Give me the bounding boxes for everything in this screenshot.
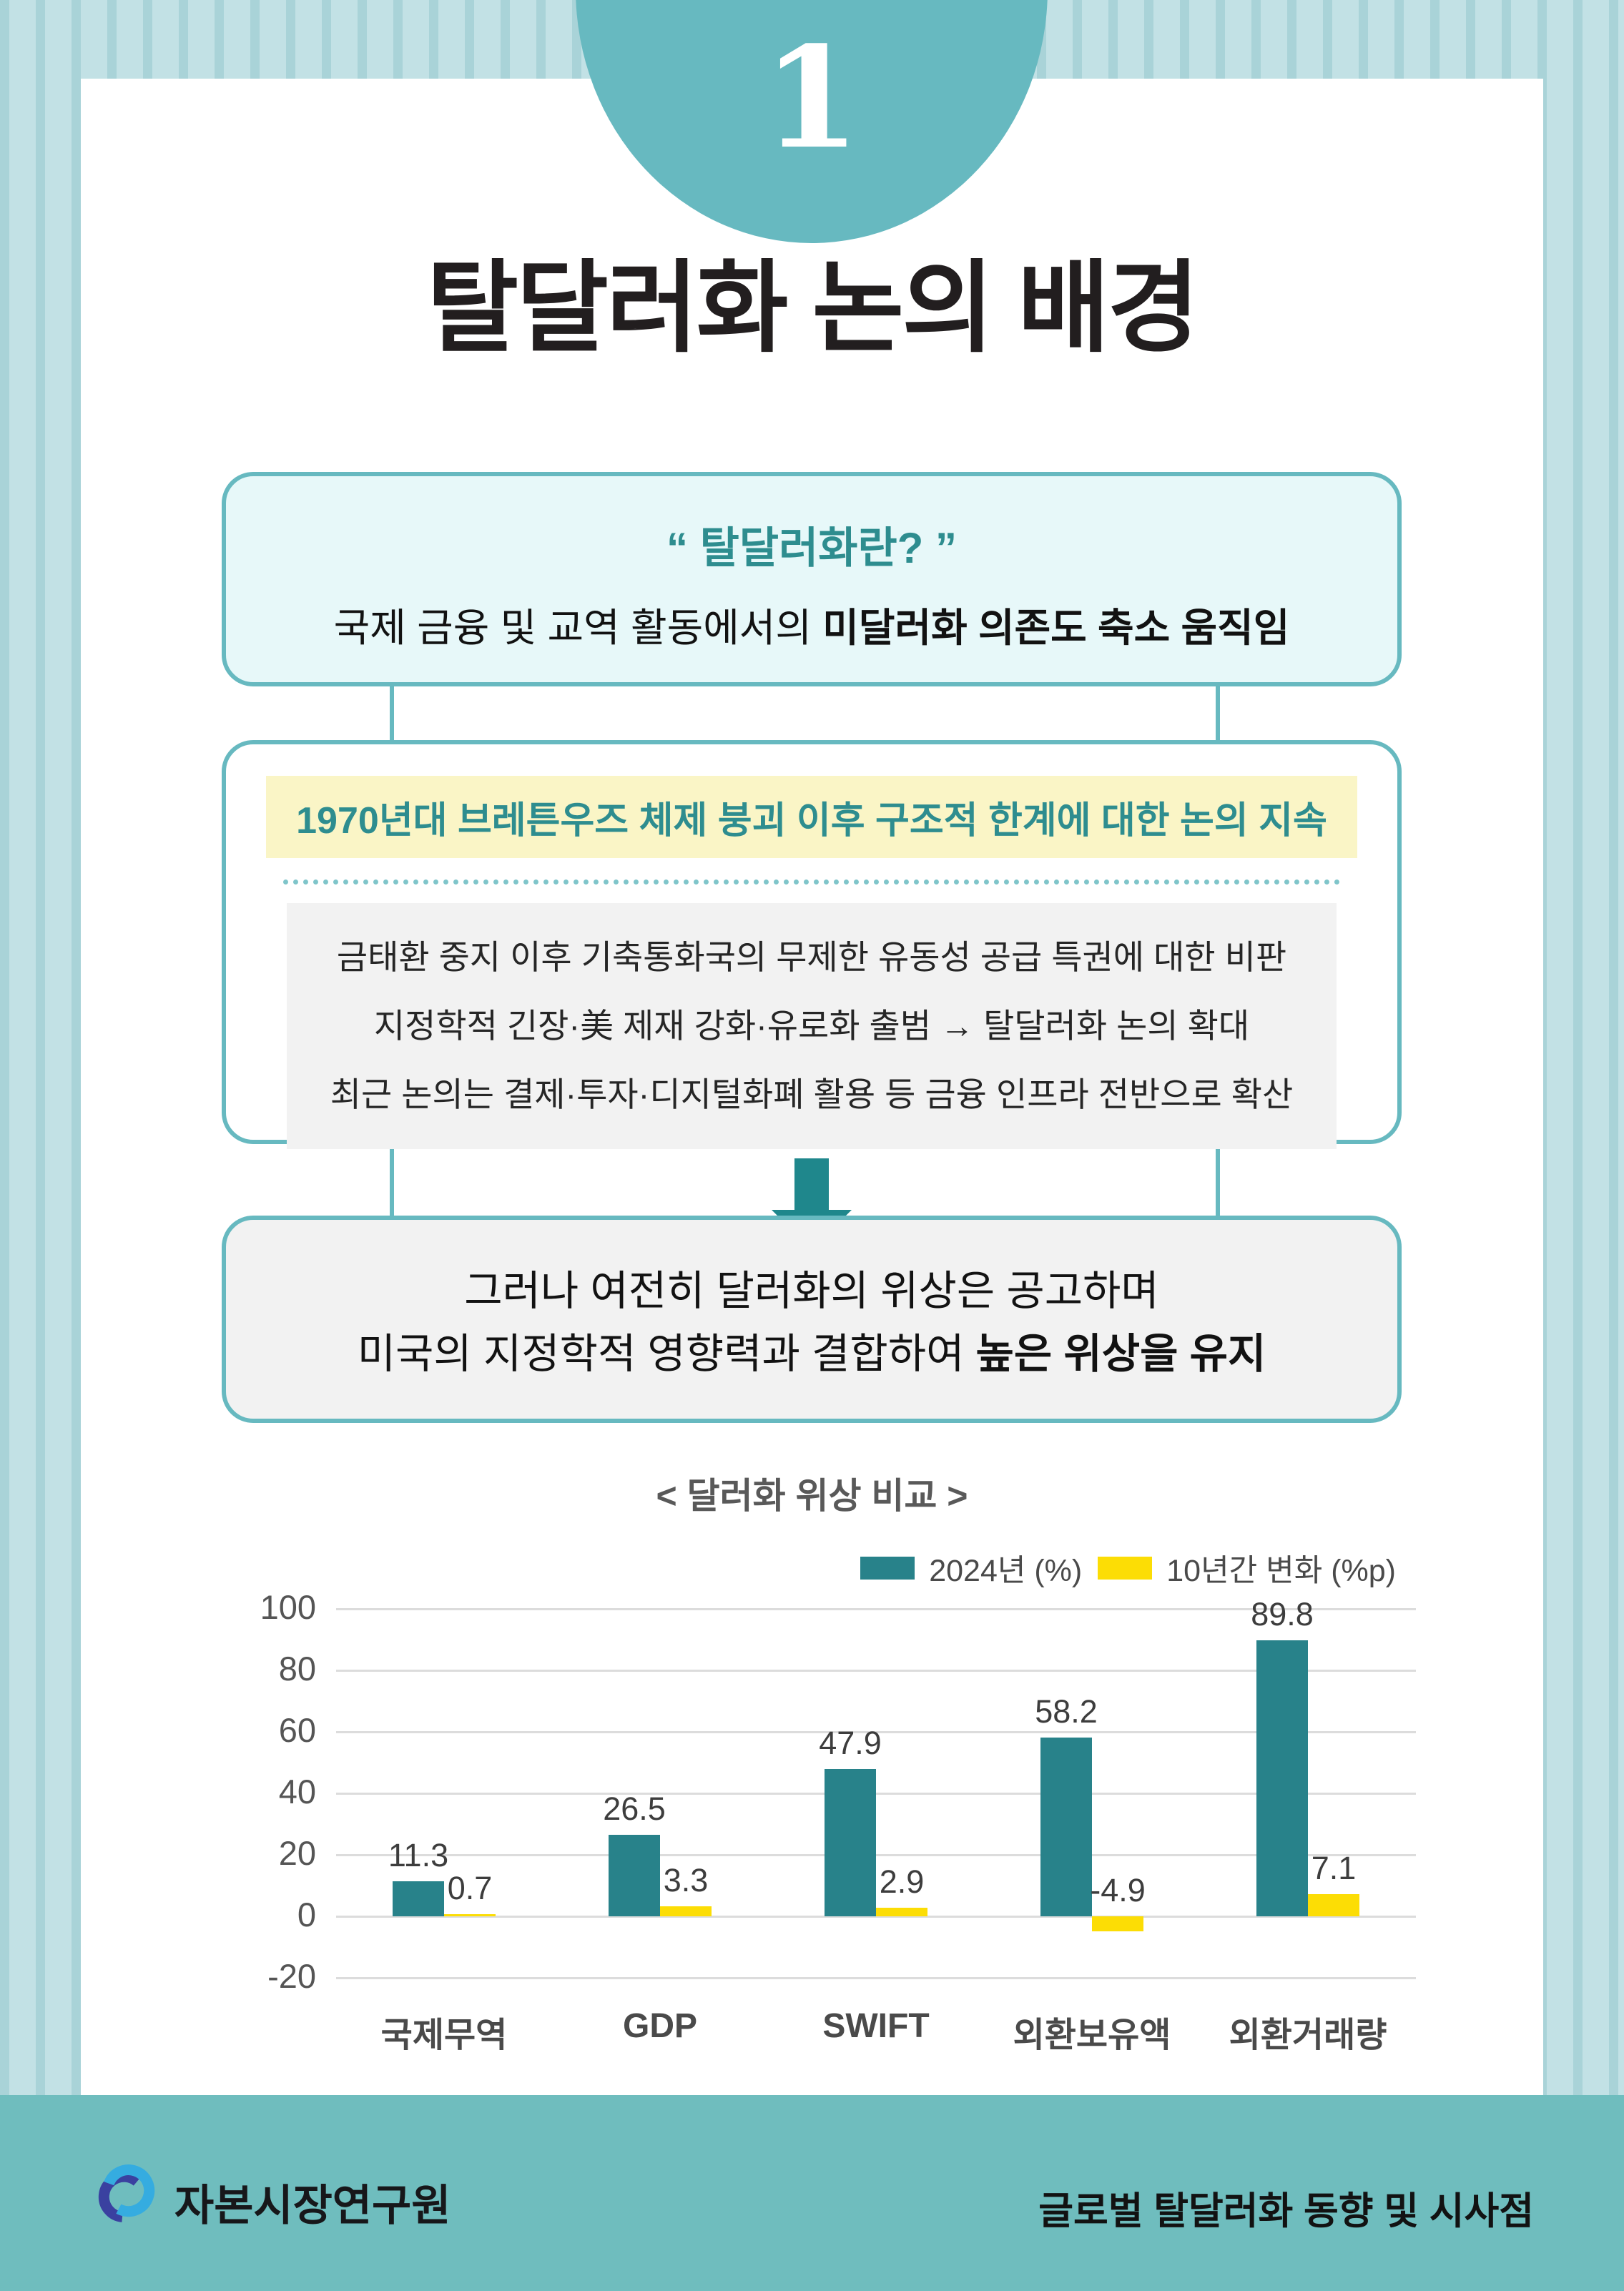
bar-10yr-change (1308, 1894, 1359, 1916)
definition-text: 국제 금융 및 교역 활동에서의 미달러화 의존도 축소 움직임 (226, 596, 1397, 653)
down-arrow-stem (794, 1158, 829, 1211)
category-label: 외환거래량 (1229, 2016, 1387, 2054)
bar-2024 (1040, 1737, 1092, 1916)
bar-2024 (609, 1835, 660, 1916)
chart-legend: 2024년 (%) 10년간 변화 (%p) (860, 1546, 1396, 1590)
footer: 자본시장연구원 글로벌 탈달러화 동향 및 시사점 (0, 2095, 1624, 2291)
bar-value-label: 0.7 (447, 1869, 493, 1906)
legend-label-change: 10년간 변화 (%p) (1166, 1554, 1396, 1588)
history-point-2: 지정학적 긴장·美 제재 강화·유로화 출범 → 탈달러화 논의 확대 (373, 1007, 1250, 1045)
dotted-divider (283, 880, 1340, 885)
chart-title: < 달러화 위상 비교 > (656, 1476, 968, 1516)
bar-2024 (393, 1881, 444, 1916)
y-axis-tick-label: -20 (267, 1957, 316, 1995)
history-point-1: 금태환 중지 이후 기축통화국의 무제한 유동성 공급 특권에 대한 비판 (336, 938, 1287, 976)
bar-2024 (825, 1769, 876, 1916)
org-logo-icon (98, 2164, 155, 2223)
chart: 2024년 (%) 10년간 변화 (%p) 11.3 0.7 26.5 3.3 47.… (236, 1554, 1416, 2066)
history-box: 1970년대 브레튼우즈 체제 붕괴 이후 구조적 한계에 대한 논의 지속 금… (222, 740, 1402, 1149)
conclusion-line-1: 그러나 여전히 달러화의 위상은 공고하며 (464, 1268, 1159, 1314)
legend-swatch-yellow-icon (1098, 1557, 1153, 1580)
conclusion-line-2-bold: 높은 위상을 유지 (975, 1331, 1266, 1377)
category-label: SWIFT (822, 2007, 930, 2045)
y-axis-tick-label: 0 (297, 1896, 316, 1933)
conclusion-line-2-prefix: 미국의 지정학적 영향력과 결합하여 (357, 1331, 976, 1377)
bar-value-label: -4.9 (1090, 1872, 1146, 1908)
legend-swatch-teal-icon (860, 1557, 915, 1580)
gridline (336, 1670, 1416, 1672)
bar-2024 (1256, 1640, 1308, 1916)
y-axis-tick-label: 100 (260, 1588, 316, 1626)
legend-item-2024: 2024년 (%) (860, 1546, 1082, 1590)
category-label: 국제무역 (380, 2016, 508, 2054)
legend-item-change: 10년간 변화 (%p) (1098, 1546, 1396, 1590)
chart-plot: 11.3 0.7 26.5 3.3 47.9 2.9 58.2 -4.9 89.8 7.1 (336, 1596, 1416, 1979)
bar-10yr-change (876, 1907, 927, 1916)
bar-value-label: 11.3 (388, 1837, 449, 1874)
history-heading-highlight: 1970년대 브레튼우즈 체제 붕괴 이후 구조적 한계에 대한 논의 지속 (266, 776, 1357, 858)
definition-text-bold: 미달러화 의존도 축소 움직임 (822, 606, 1290, 650)
definition-text-prefix: 국제 금융 및 교역 활동에서의 (333, 606, 823, 650)
gridline (336, 1731, 1416, 1733)
bar-value-label: 2.9 (879, 1863, 925, 1900)
history-panel: 금태환 중지 이후 기축통화국의 무제한 유동성 공급 특권에 대한 비판 지정… (287, 903, 1337, 1149)
bar-value-label: 58.2 (1035, 1693, 1098, 1730)
bar-10yr-change (660, 1906, 712, 1916)
gridline (336, 1608, 1416, 1610)
section-number-text: 1 (763, 16, 860, 179)
bar-value-label: 26.5 (603, 1790, 666, 1828)
bar-10yr-change (1092, 1916, 1143, 1932)
page-title: 탈달러화 논의 배경 (426, 252, 1199, 364)
bar-value-label: 3.3 (663, 1861, 709, 1898)
bar-value-label: 7.1 (1311, 1850, 1357, 1887)
y-axis-tick-label: 20 (278, 1834, 316, 1872)
legend-label-2024: 2024년 (%) (929, 1554, 1083, 1588)
connector-line-left-top (390, 683, 394, 744)
org-name: 자본시장연구원 (174, 2182, 451, 2230)
bar-10yr-change (444, 1913, 496, 1916)
definition-box: “ 탈달러화란? ” 국제 금융 및 교역 활동에서의 미달러화 의존도 축소 … (222, 472, 1402, 686)
gridline (336, 1793, 1416, 1795)
bar-value-label: 47.9 (819, 1725, 882, 1762)
footer-doc-title: 글로벌 탈달러화 동향 및 시사점 (1038, 2190, 1534, 2232)
history-point-3: 최근 논의는 결제·투자·디지털화폐 활용 등 금융 인프라 전반으로 확산 (330, 1075, 1294, 1113)
connector-line-right-top (1216, 683, 1220, 744)
connector-line-right-bottom (1216, 1140, 1220, 1219)
y-axis-tick-label: 40 (278, 1773, 316, 1810)
gridline (336, 1854, 1416, 1856)
gridline (336, 1977, 1416, 1979)
category-label: 외환보유액 (1013, 2016, 1171, 2054)
y-axis-tick-label: 60 (278, 1711, 316, 1749)
definition-quote-title: “ 탈달러화란? ” (666, 524, 957, 572)
bar-value-label: 89.8 (1251, 1595, 1314, 1632)
category-label: GDP (622, 2007, 697, 2045)
connector-line-left-bottom (390, 1140, 394, 1219)
y-axis-tick-label: 80 (278, 1650, 316, 1688)
conclusion-line-2: 미국의 지정학적 영향력과 결합하여 높은 위상을 유지 (226, 1323, 1397, 1386)
conclusion-box: 그러나 여전히 달러화의 위상은 공고하며 미국의 지정학적 영향력과 결합하여… (222, 1216, 1402, 1423)
gridline (336, 1916, 1416, 1918)
